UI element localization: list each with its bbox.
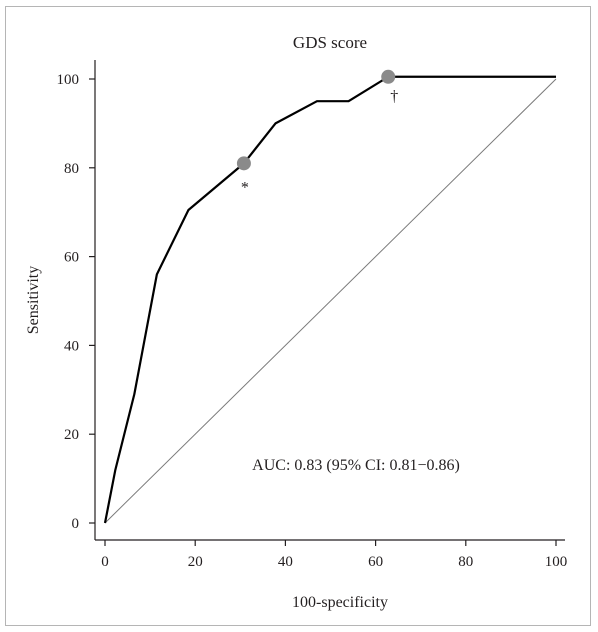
cutoff-marker-symbol: †	[390, 88, 398, 105]
figure-frame	[5, 6, 591, 626]
x-axis-label: 100-specificity	[292, 594, 388, 611]
y-tick-label: 60	[64, 250, 79, 266]
reference-diagonal-line	[104, 78, 557, 524]
x-tick-label: 60	[368, 554, 383, 570]
x-tick-label: 20	[188, 554, 203, 570]
cutoff-marker-symbol: *	[241, 179, 249, 196]
y-tick-label: 80	[64, 161, 79, 177]
y-tick-label: 20	[64, 427, 79, 443]
y-tick-label: 40	[64, 338, 79, 354]
cutoff-markers: *†	[236, 69, 398, 196]
x-tick-label: 80	[458, 554, 473, 570]
auc-annotation: AUC: 0.83 (95% CI: 0.81−0.86)	[252, 457, 460, 474]
x-ticks: 0 20 40 60 80 100	[101, 540, 567, 570]
chart-title: GDS score	[293, 33, 367, 52]
x-tick-label: 0	[101, 554, 109, 570]
x-tick-label: 40	[278, 554, 293, 570]
y-axis-label: Sensitivity	[25, 266, 42, 334]
y-tick-label: 100	[57, 72, 80, 88]
cutoff-marker-point	[381, 69, 396, 84]
y-tick-label: 0	[72, 516, 80, 532]
y-ticks: 0 20 40 60 80 100	[57, 72, 95, 532]
x-tick-label: 100	[545, 554, 568, 570]
cutoff-marker-point	[236, 156, 251, 171]
